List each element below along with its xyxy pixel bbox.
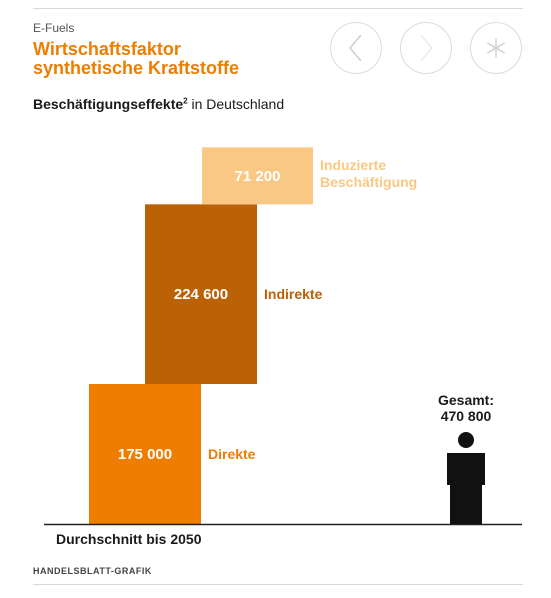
person-body-icon	[447, 453, 485, 524]
bar-3	[202, 147, 313, 205]
next-button[interactable]	[400, 22, 452, 74]
chevron-left-icon	[348, 34, 362, 62]
bar-1	[89, 384, 201, 524]
chart-subtitle: Beschäftigungseffekte2 in Deutschland	[33, 96, 284, 112]
subtitle-rest: in Deutschland	[187, 96, 285, 112]
stacked-bar-chart: 175 000 Direkte 224 600 Indirekte 71 200 Indu…	[44, 147, 522, 547]
segment-label-3-line-1: Induzierte	[320, 157, 386, 173]
source-credit: HANDELSBLATT-GRAFIK	[33, 566, 152, 576]
person-head-icon	[458, 432, 474, 448]
page-title: Wirtschaftsfaktor synthetische Kraftstof…	[33, 40, 239, 78]
kicker: E-Fuels	[33, 21, 75, 35]
title-line-1: Wirtschaftsfaktor	[33, 39, 181, 59]
x-axis-label: Durchschnitt bis 2050	[56, 531, 202, 547]
prev-button[interactable]	[330, 22, 382, 74]
bottom-divider	[33, 584, 523, 585]
chevron-right-icon	[420, 34, 434, 62]
segment-label-1: Direkte	[208, 446, 256, 462]
segment-label-3-line-2: Beschäftigung	[320, 174, 417, 190]
bar-value-label-1: 175 000	[118, 446, 172, 463]
bar-2	[145, 204, 257, 384]
total-value: 470 800	[441, 408, 492, 424]
bar-value-label-2: 224 600	[174, 286, 228, 303]
asterisk-icon	[486, 38, 506, 58]
subtitle-bold: Beschäftigungseffekte	[33, 96, 184, 112]
bar-value-label-3: 71 200	[235, 168, 281, 185]
top-divider	[33, 8, 523, 9]
total-label: Gesamt:	[438, 392, 494, 408]
segment-label-2: Indirekte	[264, 286, 323, 302]
title-line-2: synthetische Kraftstoffe	[33, 58, 240, 78]
footnote-marker: 2	[183, 96, 188, 106]
share-button[interactable]	[470, 22, 522, 74]
